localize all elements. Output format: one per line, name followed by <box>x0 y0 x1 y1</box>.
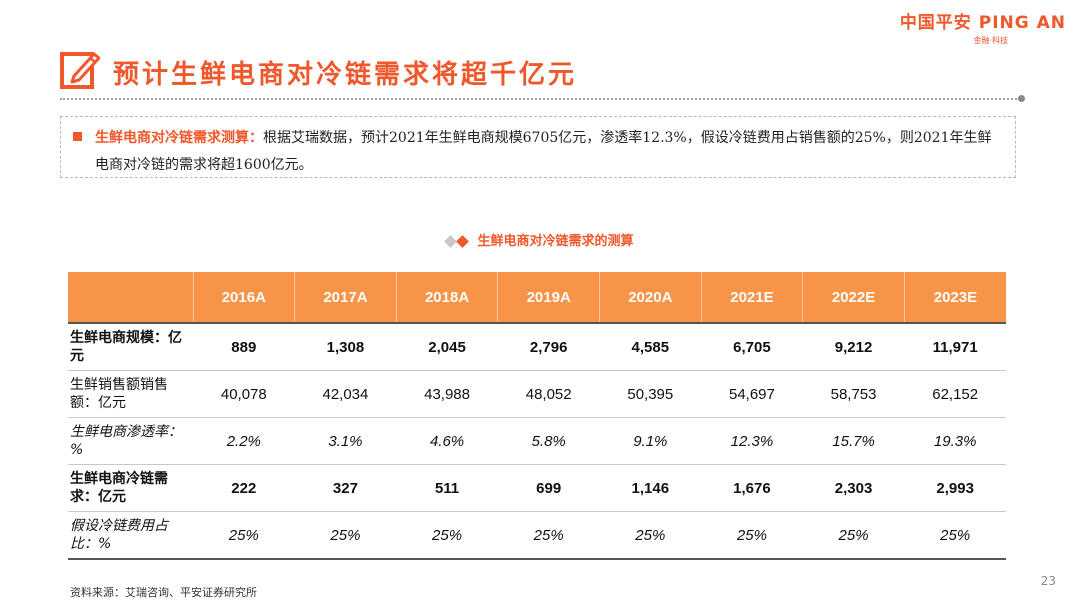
table-cell: 25% <box>802 511 905 560</box>
table-cell: 1,676 <box>701 464 803 512</box>
table-cell: 25% <box>904 511 1006 560</box>
table-cell: 889 <box>193 323 295 371</box>
table-cell: 25% <box>497 511 600 560</box>
table-caption-text: 生鲜电商对冷链需求的测算 <box>477 234 634 249</box>
table-row: 生鲜销售额销售额：亿元 40,078 42,034 43,988 48,052 … <box>68 370 1006 418</box>
table-cell: 11,971 <box>904 323 1006 371</box>
table-cell: 4.6% <box>396 417 498 465</box>
table-cell: 19.3% <box>904 417 1006 465</box>
table-cell: 9.1% <box>599 417 702 465</box>
table-cell: 25% <box>294 511 397 560</box>
table-cell: 25% <box>396 511 498 560</box>
table-cell: 699 <box>497 464 600 512</box>
row-label: 生鲜电商渗透率：% <box>68 417 193 465</box>
table-cell: 327 <box>294 464 397 512</box>
table-cell: 511 <box>396 464 498 512</box>
table-cell: 1,308 <box>294 323 397 371</box>
row-label: 生鲜销售额销售额：亿元 <box>68 370 193 418</box>
table-cell: 54,697 <box>701 370 803 418</box>
table-row: 生鲜电商规模：亿元 889 1,308 2,045 2,796 4,585 6,… <box>68 323 1006 371</box>
table-cell: 1,146 <box>599 464 702 512</box>
column-header: 2018A <box>395 272 498 324</box>
table-cell: 2.2% <box>193 417 295 465</box>
page-number: 23 <box>1040 574 1056 588</box>
table-row: 生鲜电商冷链需求：亿元 222 327 511 699 1,146 1,676 … <box>68 464 1006 512</box>
table-header-row: 2016A 2017A 2018A 2019A 2020A 2021E 2022… <box>68 272 1006 324</box>
summary-text: 根据艾瑞数据，预计2021年生鲜电商规模6705亿元，渗透率12.3%，假设冷链… <box>95 130 992 173</box>
pencil-note-icon <box>60 52 100 89</box>
table-cell: 2,045 <box>396 323 498 371</box>
table-row: 假设冷链费用占比：% 25% 25% 25% 25% 25% 25% 25% 2… <box>68 511 1006 560</box>
table-cell: 4,585 <box>599 323 702 371</box>
summary-lead: 生鲜电商对冷链需求测算： <box>95 130 263 146</box>
row-label: 假设冷链费用占比：% <box>68 511 193 560</box>
page-title: 预计生鲜电商对冷链需求将超千亿元 <box>113 60 578 90</box>
company-logo: 中国平安 PING AN 金融·科技 <box>900 8 1066 46</box>
table-cell: 40,078 <box>193 370 295 418</box>
table-cell: 2,993 <box>904 464 1006 512</box>
header-corner <box>68 272 193 324</box>
column-header: 2017A <box>294 272 397 324</box>
table-cell: 25% <box>599 511 702 560</box>
divider-end-dot <box>1018 95 1025 102</box>
column-header: 2023E <box>903 272 1006 324</box>
column-header: 2022E <box>802 272 905 324</box>
table-cell: 25% <box>193 511 295 560</box>
table-cell: 5.8% <box>497 417 600 465</box>
table-cell: 15.7% <box>802 417 905 465</box>
cold-chain-demand-table: 2016A 2017A 2018A 2019A 2020A 2021E 2022… <box>68 272 1006 560</box>
table-cell: 43,988 <box>396 370 498 418</box>
table-cell: 62,152 <box>904 370 1006 418</box>
table-cell: 58,753 <box>802 370 905 418</box>
logo-brand: 中国平安 PING AN <box>899 13 1066 33</box>
orange-diamond-icon <box>456 235 470 248</box>
summary-box: 生鲜电商对冷链需求测算：根据艾瑞数据，预计2021年生鲜电商规模6705亿元，渗… <box>60 116 1016 178</box>
column-header: 2020A <box>599 272 702 324</box>
table-cell: 50,395 <box>599 370 702 418</box>
table-cell: 25% <box>701 511 803 560</box>
column-header: 2016A <box>192 272 295 324</box>
table-row: 生鲜电商渗透率：% 2.2% 3.1% 4.6% 5.8% 9.1% 12.3%… <box>68 417 1006 465</box>
table-cell: 3.1% <box>294 417 397 465</box>
table-cell: 6,705 <box>701 323 803 371</box>
column-header: 2019A <box>497 272 600 324</box>
source-note: 资料来源：艾瑞咨询、平安证券研究所 <box>70 586 257 599</box>
logo-tagline: 金融·科技 <box>973 36 1008 45</box>
table-cell: 9,212 <box>802 323 905 371</box>
title-divider <box>60 98 1020 100</box>
row-label: 生鲜电商规模：亿元 <box>68 323 193 371</box>
table-cell: 42,034 <box>294 370 397 418</box>
table-cell: 12.3% <box>701 417 803 465</box>
row-label: 生鲜电商冷链需求：亿元 <box>68 464 193 512</box>
table-cell: 222 <box>193 464 295 512</box>
summary-bullet <box>73 132 82 141</box>
table-cell: 48,052 <box>497 370 600 418</box>
column-header: 2021E <box>700 272 803 324</box>
table-caption: 生鲜电商对冷链需求的测算 <box>0 230 1080 249</box>
table-cell: 2,796 <box>497 323 600 371</box>
table-cell: 2,303 <box>802 464 905 512</box>
